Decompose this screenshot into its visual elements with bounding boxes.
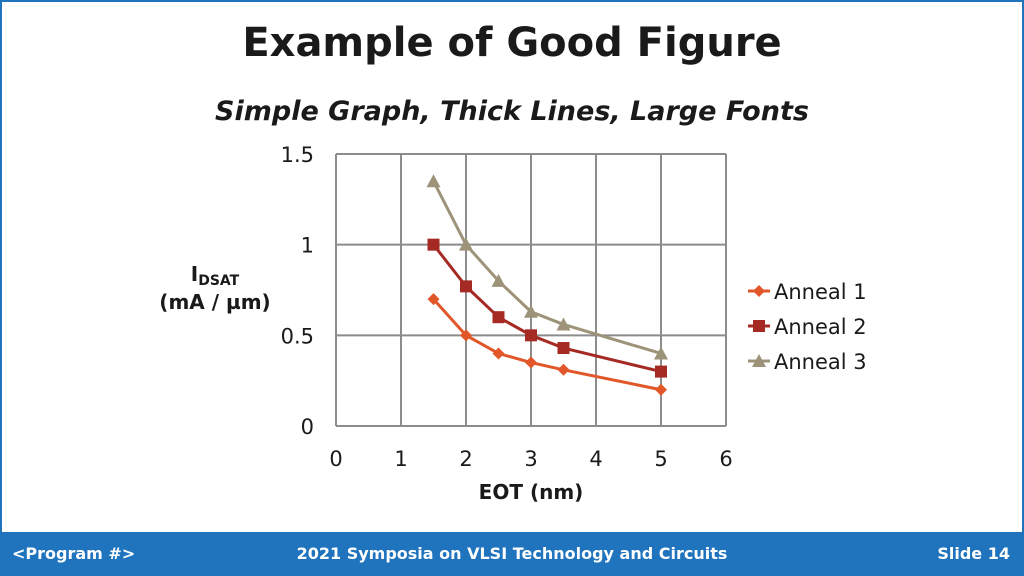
slide-subtitle: Simple Graph, Thick Lines, Large Fonts [215, 96, 809, 127]
x-tick-label: 2 [459, 447, 472, 471]
data-point-2 [525, 329, 537, 342]
x-tick-label: 0 [329, 447, 342, 471]
data-point-1 [492, 347, 505, 360]
data-point-2 [460, 280, 472, 293]
legend-label: Anneal 3 [774, 350, 867, 374]
data-point-1 [427, 293, 440, 306]
y-axis-label-unit: (mA / µm) [159, 289, 271, 314]
chart: 0 1 2 3 4 5 6 0 0.5 1 1.5 EOT (nm) Anneal 1 Anneal 2 A… [281, 143, 867, 504]
data-point-1 [460, 329, 472, 342]
series-line-1 [432, 298, 662, 392]
data-point-2 [427, 238, 440, 251]
data-point-3 [426, 174, 441, 188]
y-tick-label: 1 [301, 234, 314, 258]
legend-marker [752, 354, 766, 367]
data-point-3 [459, 237, 473, 251]
legend-marker [753, 285, 765, 297]
data-point-1 [525, 356, 537, 369]
footer-program: <Program #> [12, 544, 136, 563]
x-tick-label: 1 [394, 447, 407, 471]
legend-label: Anneal 2 [774, 315, 867, 339]
legend-label: Anneal 1 [774, 280, 867, 304]
footer-conference: 2021 Symposia on VLSI Technology and Cir… [296, 544, 728, 563]
y-axis-label-subscript: DSAT [198, 273, 240, 289]
series-line-3 [432, 180, 662, 355]
data-point-3 [556, 317, 571, 331]
x-tick-label: 3 [524, 447, 537, 471]
x-axis-label: EOT (nm) [479, 480, 584, 504]
data-point-1 [655, 383, 667, 396]
x-tick-label: 5 [654, 447, 667, 471]
x-tick-label: 4 [589, 447, 602, 471]
data-point-3 [524, 304, 538, 318]
y-tick-label: 0 [301, 415, 314, 439]
y-axis-label: IDSAT (mA / µm) [140, 262, 290, 314]
x-tick-label: 6 [719, 447, 732, 471]
data-point-3 [491, 273, 506, 287]
y-axis-label-main: I [190, 262, 199, 286]
y-tick-label: 1.5 [281, 143, 314, 167]
footer-slide-number: Slide 14 [937, 544, 1010, 563]
slide-title: Example of Good Figure [242, 20, 782, 66]
footer-bar: <Program #> 2021 Symposia on VLSI Techno… [0, 532, 1024, 576]
y-tick-label: 0.5 [281, 324, 314, 348]
data-point-1 [557, 363, 570, 376]
legend-marker [753, 320, 765, 332]
data-point-2 [655, 365, 667, 378]
data-point-2 [557, 342, 570, 355]
series-line-2 [432, 243, 662, 374]
data-point-2 [492, 311, 505, 324]
data-point-3 [654, 346, 668, 360]
